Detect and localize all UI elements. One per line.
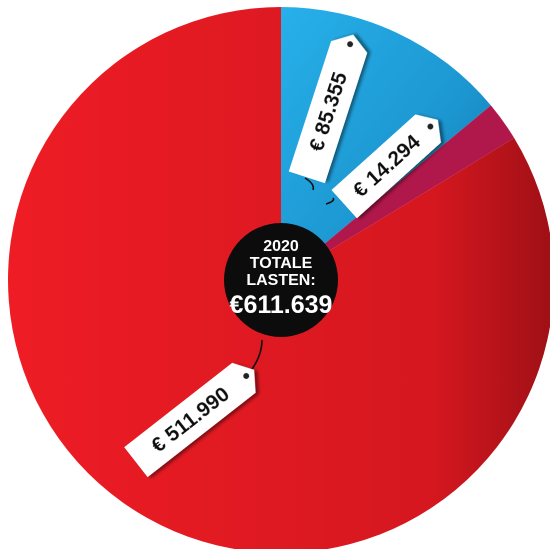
center-total: €611.639 [230,291,333,319]
tag-hole [243,372,250,379]
tag-hole [347,41,354,48]
center-line2: LASTEN: [246,272,315,289]
tag-string-1 [304,177,315,191]
center-total-label: 2020 TOTALE LASTEN: €611.639 [224,223,338,337]
tag-string-2 [325,197,335,205]
pie-slice-2 [281,105,515,280]
tag-hole [427,123,434,130]
tag-shape [288,34,368,184]
tag-shape [124,362,256,478]
center-line1: TOTALE [250,255,313,272]
tag-shape [331,114,441,219]
center-disc [224,223,338,337]
center-year: 2020 [263,238,299,255]
